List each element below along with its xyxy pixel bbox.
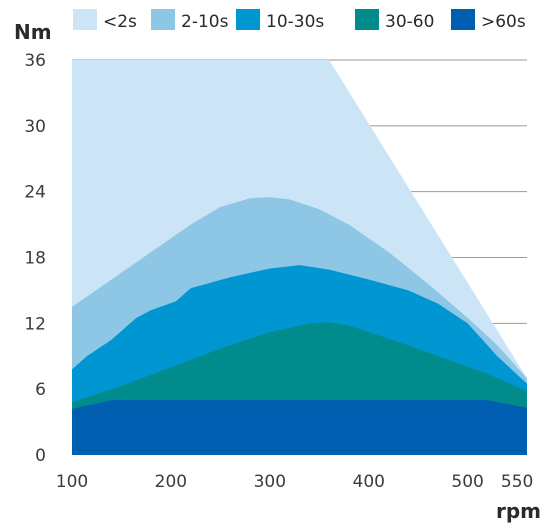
x-axis-title: rpm	[496, 499, 541, 523]
y-tick-label-5: 30	[24, 117, 46, 137]
legend-swatch-4	[451, 9, 475, 30]
legend-swatch-2	[236, 9, 260, 30]
x-tick-label-0: 100	[56, 472, 88, 492]
y-tick-label-4: 24	[24, 183, 46, 203]
legend-swatch-0	[73, 9, 97, 30]
legend-label-0: <2s	[103, 12, 137, 32]
legend: <2s 2-10s 10-30s 30-60 >60s	[73, 9, 526, 32]
legend-label-1: 2-10s	[181, 12, 229, 32]
x-axis-ticks: 100 200 300 400 500 550	[56, 472, 534, 492]
y-axis-ticks: 0 6 12 18 24 30 36	[24, 51, 46, 466]
y-axis-title: Nm	[14, 20, 52, 44]
x-tick-label-2: 300	[254, 472, 286, 492]
x-tick-label-3: 400	[353, 472, 385, 492]
legend-label-2: 10-30s	[266, 12, 324, 32]
x-tick-label-5: 550	[501, 472, 533, 492]
legend-swatch-1	[151, 9, 175, 30]
legend-label-4: >60s	[481, 12, 526, 32]
y-tick-label-1: 6	[35, 380, 46, 400]
y-tick-label-2: 12	[24, 314, 46, 334]
y-tick-label-3: 18	[24, 249, 46, 269]
plot-areas	[72, 60, 527, 455]
legend-label-3: 30-60	[385, 12, 434, 32]
y-tick-label-6: 36	[24, 51, 46, 71]
series-area-4	[72, 400, 527, 455]
y-tick-label-0: 0	[35, 446, 46, 466]
legend-swatch-3	[355, 9, 379, 30]
x-tick-label-4: 500	[451, 472, 483, 492]
x-tick-label-1: 200	[155, 472, 187, 492]
